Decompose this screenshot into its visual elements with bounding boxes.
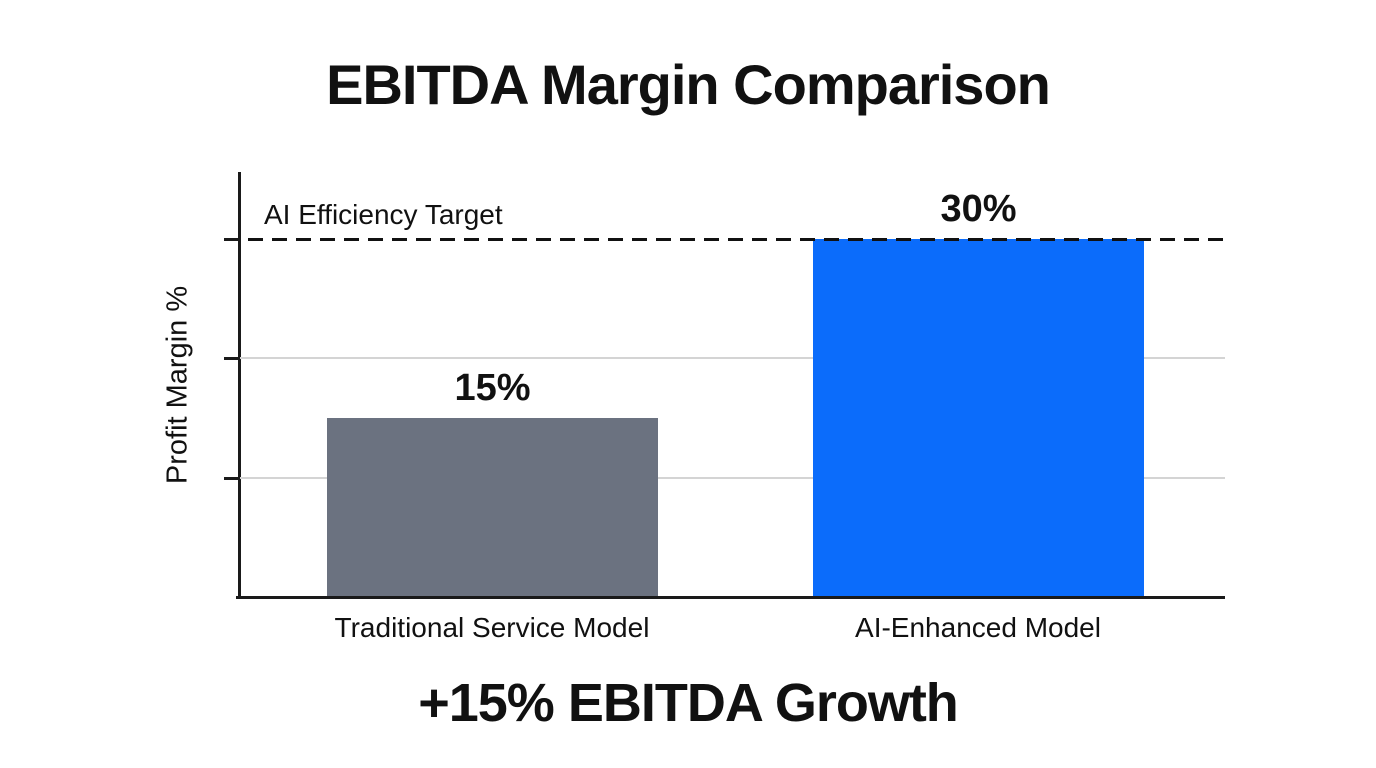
bar-traditional	[327, 417, 658, 596]
target-line	[224, 237, 1228, 241]
x-axis-line	[236, 596, 1225, 599]
plot-area: AI Efficiency Target 15% 30%	[224, 172, 1228, 599]
bar-value-label: 15%	[454, 366, 531, 409]
chart-title: EBITDA Margin Comparison	[326, 53, 1051, 116]
bar-group-traditional: 15%	[327, 174, 658, 596]
category-label-traditional: Traditional Service Model	[334, 612, 650, 643]
caption: +15% EBITDA Growth	[418, 673, 959, 733]
target-line-label: AI Efficiency Target	[264, 198, 503, 230]
y-axis-tick	[224, 357, 240, 361]
category-label-ai-enhanced: AI-Enhanced Model	[855, 612, 1101, 643]
y-axis-line	[238, 172, 241, 598]
y-axis-label: Profit Margin %	[161, 285, 194, 485]
bar-value-label: 30%	[940, 187, 1017, 230]
bar-ai-enhanced	[813, 238, 1144, 596]
y-axis-tick	[224, 237, 240, 241]
gridline	[240, 476, 1225, 479]
y-axis-tick	[224, 476, 240, 480]
gridline	[240, 357, 1225, 360]
bar-group-ai-enhanced: 30%	[813, 174, 1144, 596]
